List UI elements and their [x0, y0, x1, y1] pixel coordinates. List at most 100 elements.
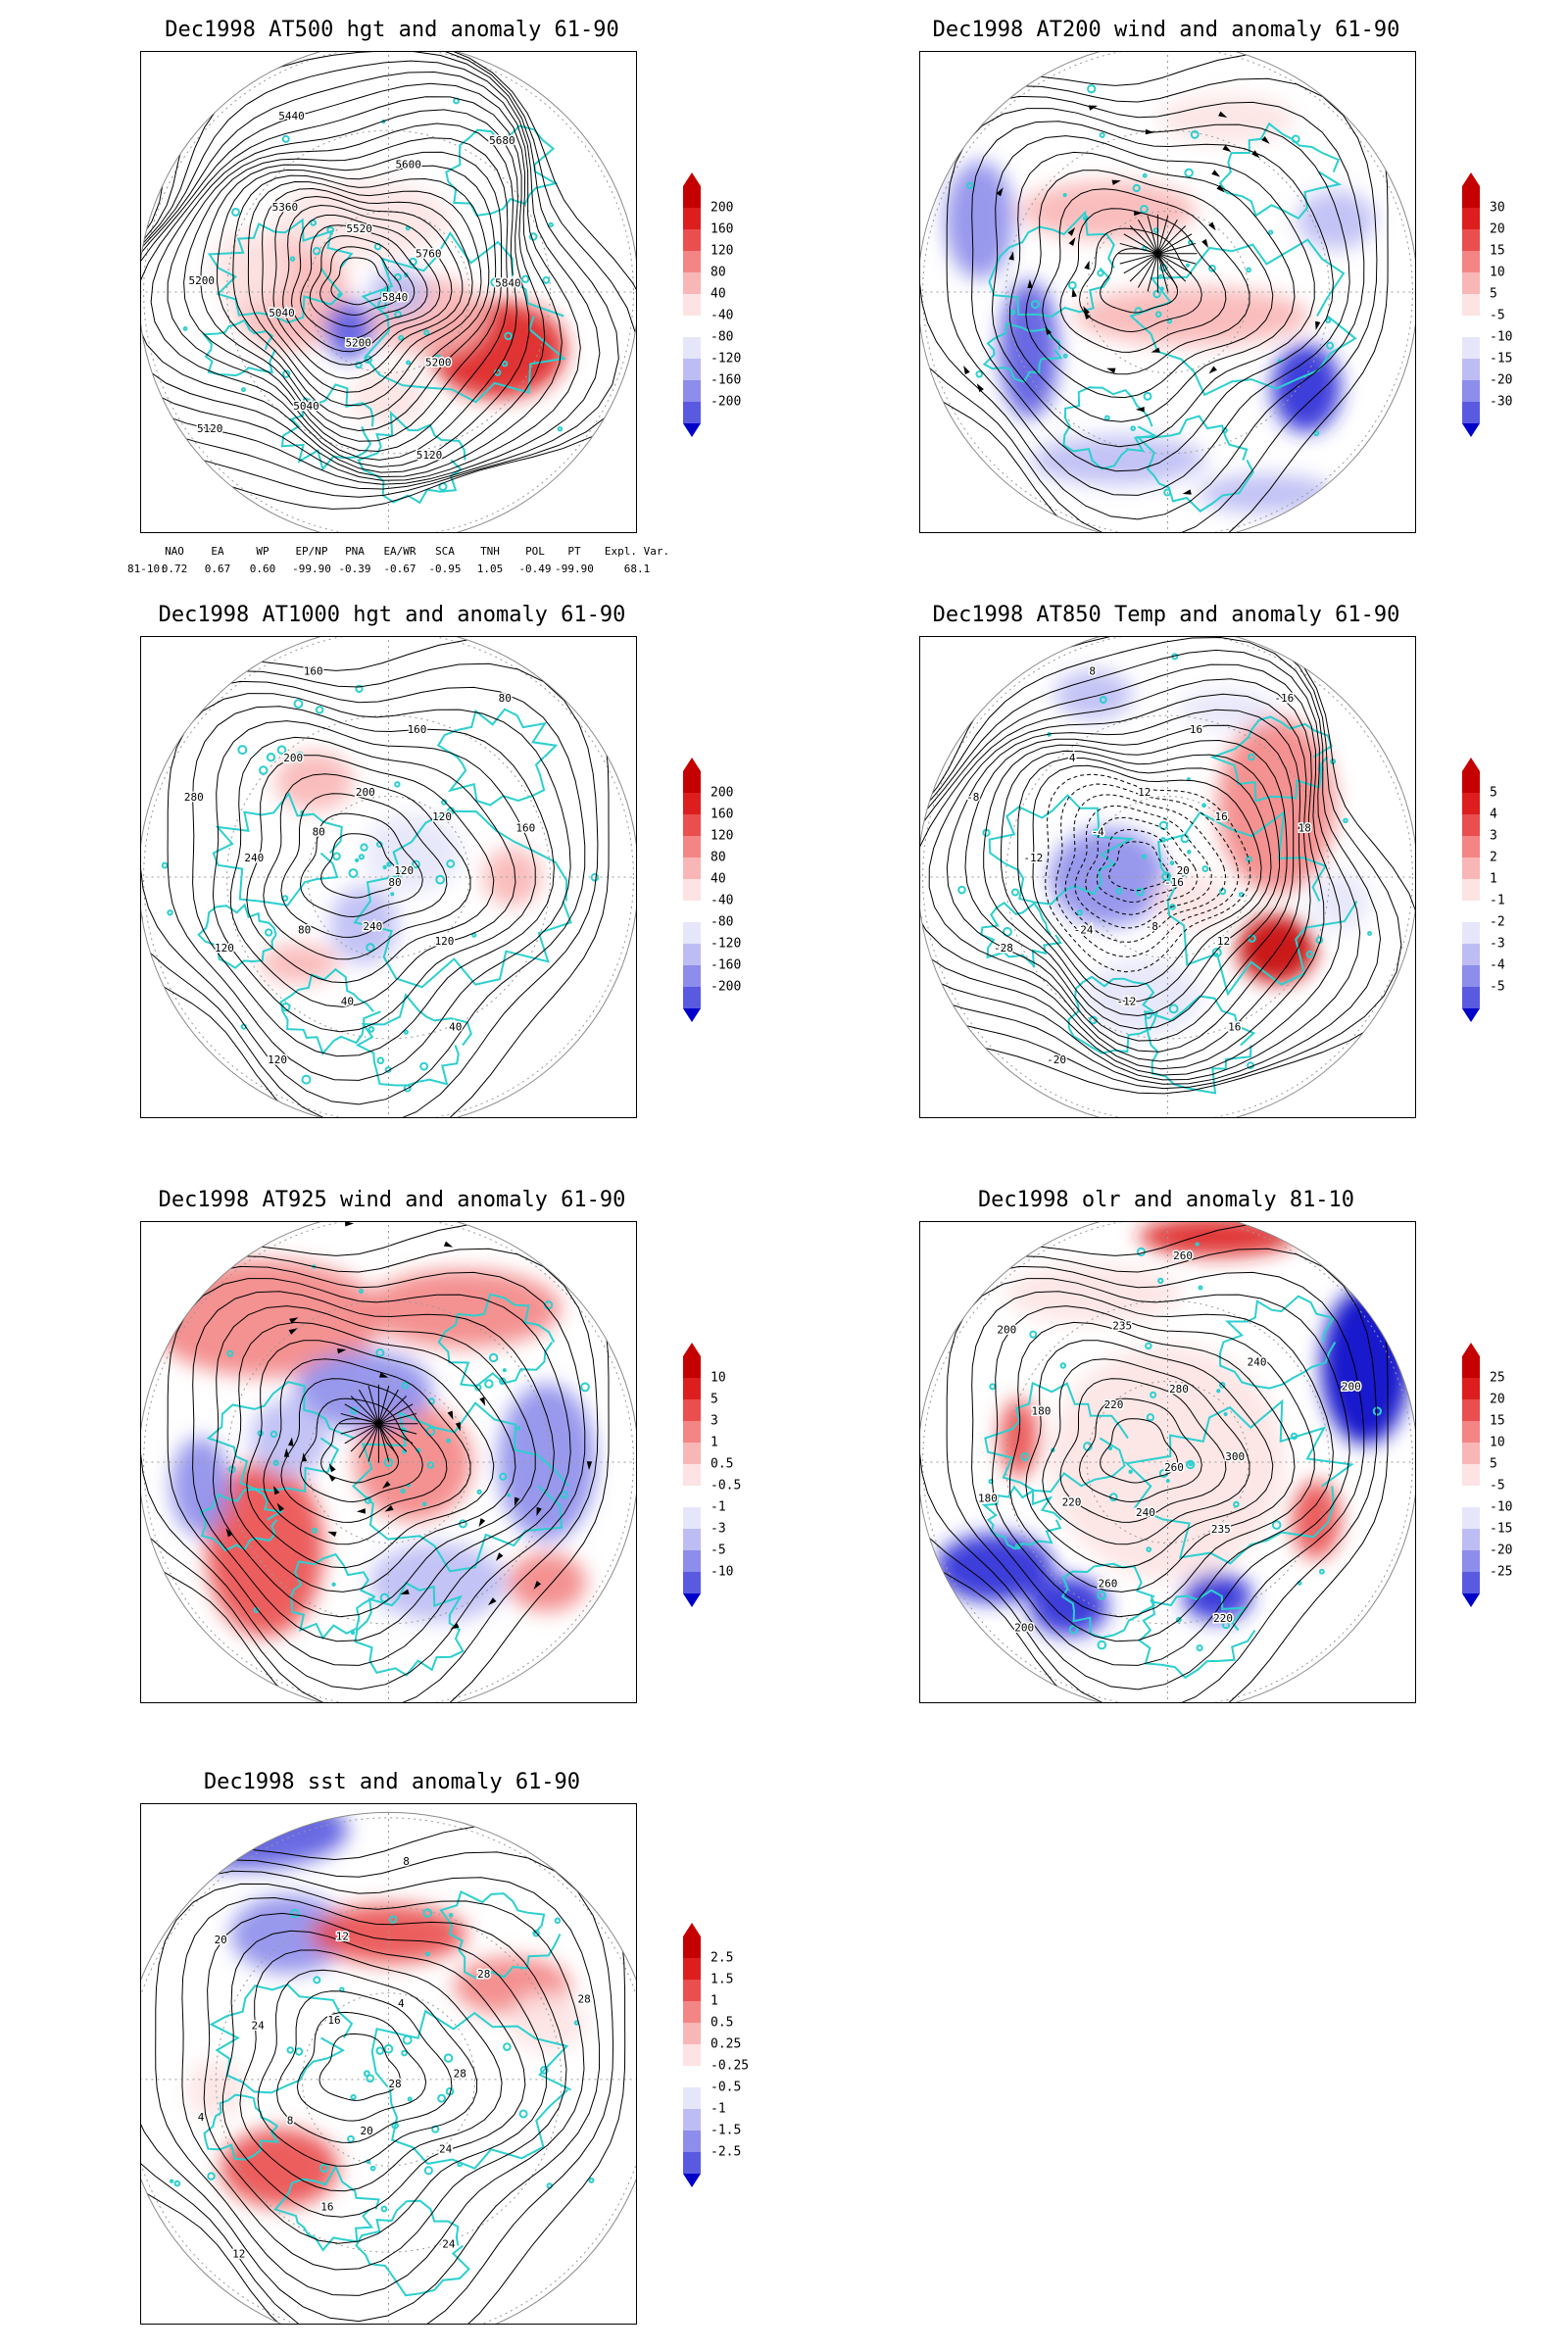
colorbar-label: -200 [710, 979, 742, 995]
contour-label: -20 [1047, 1054, 1066, 1066]
island [1128, 1469, 1133, 1474]
island [1196, 1644, 1203, 1652]
island [375, 1348, 385, 1357]
island [542, 276, 551, 284]
colorbar-label: -0.25 [710, 2058, 750, 2074]
streamline-arrow [1008, 251, 1014, 261]
island [364, 355, 372, 365]
contour-label: -28 [994, 942, 1013, 955]
colorbar-label: 1 [1490, 871, 1497, 887]
contour-label: 120 [394, 864, 414, 877]
pole-spoke [378, 1403, 414, 1425]
streamline-arrow [327, 1531, 337, 1538]
contour-line [964, 724, 1295, 1042]
island [301, 1074, 312, 1085]
map-frame: 2602352202402602002201801601802002202352… [919, 1221, 1416, 1703]
island [375, 2046, 385, 2055]
coastline [1144, 995, 1256, 1095]
island [989, 1383, 997, 1391]
panel-title: Dec1998 AT500 hgt and anomaly 61-90 [165, 18, 619, 42]
index-header: PNA [345, 545, 365, 558]
colorbar-swatch [1462, 272, 1480, 294]
island [1180, 834, 1190, 844]
streamline-arrow [996, 187, 1004, 197]
polar-map-u925 [141, 1222, 636, 1702]
contour-line [192, 706, 555, 1057]
colorbar-label: 0.25 [710, 2036, 742, 2052]
island [504, 331, 513, 341]
map-disk: 5840 5200 5120 5200 5040 5120 5040 5200 5280 5360… [141, 52, 636, 532]
island [311, 1527, 318, 1534]
contour-line [229, 1321, 516, 1592]
streamline-arrow [1201, 238, 1209, 248]
colorbar-top-arrow [683, 758, 701, 771]
island [293, 699, 304, 709]
island [380, 2205, 388, 2213]
anomaly-patch [1178, 689, 1277, 729]
island [1268, 229, 1274, 235]
contour-label: -8 [966, 791, 979, 804]
island [441, 799, 448, 806]
map-disk: 28242420161284282420161284282828 [141, 1812, 636, 2324]
coastline [1209, 715, 1333, 803]
contour-line [263, 1358, 471, 1545]
contour-line [181, 1896, 567, 2271]
contour-label: 235 [1112, 1319, 1132, 1332]
colorbar-label: 5 [1490, 1456, 1497, 1472]
map-disk: 2602352202402602002201801601802002202352… [920, 1222, 1415, 1702]
island [1145, 1342, 1152, 1350]
island [1238, 892, 1245, 898]
streamline-arrow [1218, 111, 1228, 119]
pole-spoke [1157, 253, 1187, 282]
island [446, 858, 456, 868]
island [1068, 1625, 1079, 1635]
index-header: Expl. Var. [604, 545, 670, 558]
contour-label: 18 [1298, 822, 1311, 835]
island [448, 1912, 454, 1918]
colorbar-swatch [1462, 294, 1480, 316]
colorbar-label: 1 [710, 1993, 718, 2009]
contour-line [141, 680, 586, 1105]
index-value: 0.60 [249, 563, 276, 575]
island [402, 2034, 413, 2045]
streamline-arrow [1111, 179, 1121, 185]
contour-line [991, 1305, 1315, 1618]
contour-label: -4 [1092, 826, 1105, 839]
contour-line [167, 122, 517, 461]
colorbar-swatch [683, 944, 701, 965]
streamline-arrow [443, 1241, 454, 1248]
panel-title: Dec1998 AT1000 hgt and anomaly 61-90 [158, 603, 626, 627]
colorbar-label: -2 [1490, 914, 1505, 930]
streamline-arrow [1068, 237, 1076, 247]
contour-line [150, 109, 530, 468]
index-value: 0.67 [204, 563, 231, 575]
coastline [1124, 1398, 1354, 1565]
colorbar-swatch [1462, 793, 1480, 814]
island [1211, 947, 1222, 957]
island [1140, 205, 1149, 214]
colorbar-z1000: 200 160 120 80 40 -40 -80 -120 -160 -200 [681, 758, 769, 1022]
coastline [212, 791, 343, 906]
island [1097, 270, 1104, 277]
colorbar-swatch [1462, 229, 1480, 251]
pole-spoke [378, 1423, 417, 1435]
island [1187, 850, 1192, 855]
colorbar-swatch [683, 1399, 701, 1421]
contour-line [141, 82, 563, 478]
island [484, 1379, 494, 1389]
coastline [1067, 975, 1158, 1054]
colorbar-swatch [683, 359, 701, 380]
colorbar-label: 30 [1490, 200, 1505, 216]
island [1326, 341, 1335, 350]
anomaly-shading [945, 94, 1376, 514]
anomaly-patch [171, 1437, 230, 1536]
island [240, 387, 246, 393]
island [1103, 415, 1110, 421]
contour-line [141, 662, 599, 1117]
colorbar-swatch [1462, 402, 1480, 423]
contour-line [920, 637, 1382, 1085]
colorbar-top-arrow [1462, 758, 1480, 771]
colorbar-label: 2 [1490, 850, 1497, 865]
coastline [280, 383, 374, 471]
anomaly-patch [250, 1398, 329, 1478]
